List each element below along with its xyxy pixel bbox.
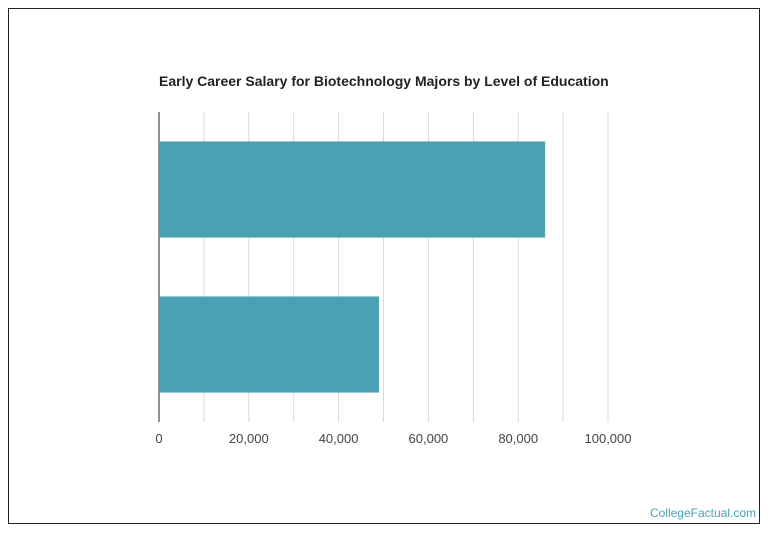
x-tick-label: 20,000: [229, 431, 269, 446]
x-tick-label: 0: [155, 431, 162, 446]
x-tick-label: 100,000: [585, 431, 632, 446]
chart-title: Early Career Salary for Biotechnology Ma…: [159, 73, 609, 89]
source-watermark[interactable]: CollegeFactual.com: [649, 506, 756, 520]
x-tick-label: 80,000: [498, 431, 538, 446]
bar-1[interactable]: [159, 141, 546, 238]
x-tick-label: 40,000: [319, 431, 359, 446]
x-tick-label: 60,000: [409, 431, 449, 446]
bars: [159, 141, 546, 393]
bar-2[interactable]: [159, 296, 380, 393]
x-axis-tick-labels: 0 20,000 40,000 60,000 80,000 100,000: [155, 431, 631, 446]
